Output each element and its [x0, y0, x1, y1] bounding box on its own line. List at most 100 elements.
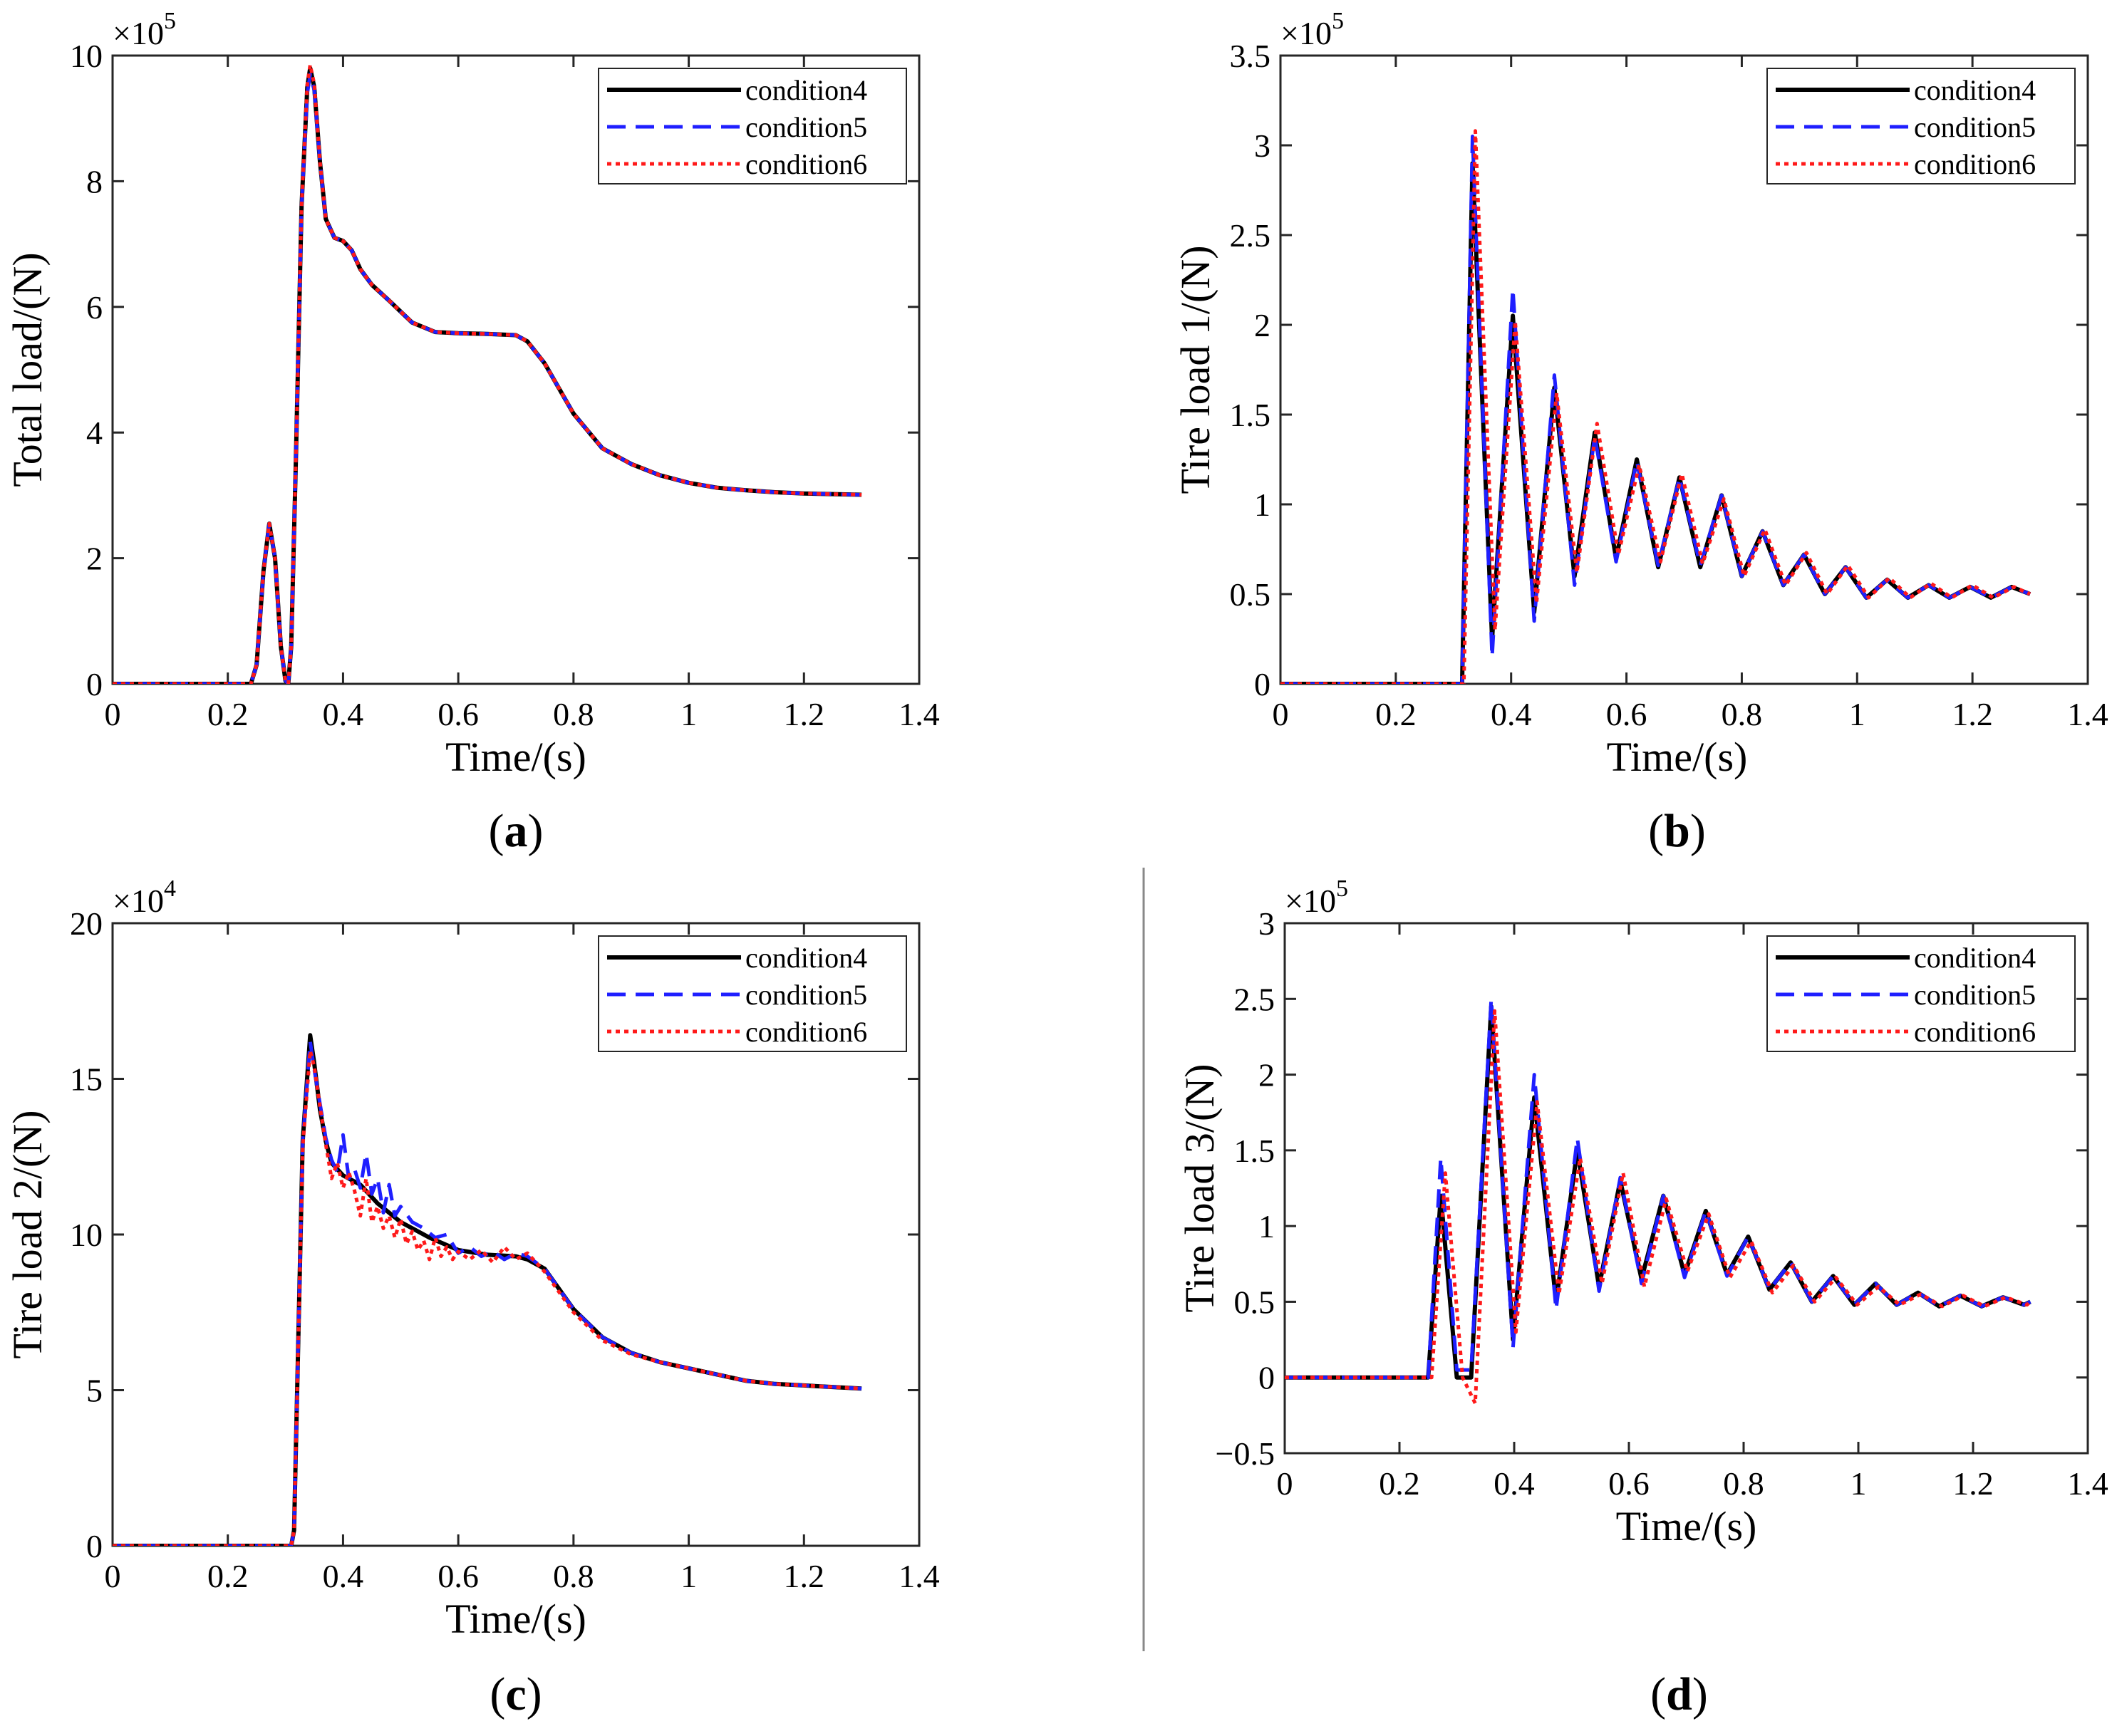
x-tick-label: 1.2 — [784, 1558, 825, 1594]
x-axis-label: Time/(s) — [445, 1596, 586, 1642]
legend-label: condition6 — [745, 148, 867, 180]
axis-multiplier: ×105 — [1285, 875, 1348, 919]
legend: condition4 condition5 condition6 — [598, 68, 907, 184]
y-tick-label: 0 — [86, 1528, 103, 1564]
chart-panel-d: 0 0.2 0.4 0.6 0.8 1 1.2 1.4−0.500.511.522.53×10… — [1176, 875, 2108, 1720]
panel-caption: (a) — [489, 805, 544, 857]
y-tick-label: 1.5 — [1234, 1133, 1275, 1169]
x-tick-label: 1 — [680, 696, 697, 732]
series-line-condition5 — [113, 1039, 862, 1546]
y-tick-label: −0.5 — [1216, 1435, 1275, 1472]
legend-label: condition5 — [1914, 979, 2036, 1011]
x-tick-label: 1 — [1849, 696, 1865, 732]
x-tick-label: 1.4 — [899, 1558, 940, 1594]
axis-multiplier: ×105 — [113, 8, 176, 51]
x-tick-label: 0 — [105, 1558, 121, 1594]
panel-caption-letter: d — [1666, 1668, 1692, 1720]
chart-panel-b: 0 0.2 0.4 0.6 0.8 1 1.2 1.4 0 0.5 1 1.5 2 2.5 3 3.5×105… — [1172, 8, 2108, 857]
x-tick-label: 0.8 — [553, 696, 594, 732]
multiplier-exponent: 5 — [1336, 875, 1348, 902]
y-tick-label: 4 — [86, 415, 103, 451]
panel-caption: (d) — [1650, 1668, 1708, 1720]
x-tick-label: 0.4 — [1494, 1465, 1535, 1502]
multiplier-base: ×10 — [1280, 15, 1332, 51]
x-tick-label: 0.2 — [1379, 1465, 1420, 1502]
axes-box — [1279, 54, 2089, 685]
multiplier-exponent: 5 — [164, 8, 176, 34]
y-tick-label: 15 — [70, 1061, 103, 1098]
chart-panel-a: 0 0.2 0.4 0.6 0.8 1 1.2 1.4 0 2 4 6 8 10 ×105 Time/(s) T… — [4, 8, 940, 857]
y-tick-label: 1 — [1254, 487, 1270, 523]
y-axis-label: Tire load 3/(N) — [1176, 1064, 1223, 1312]
panel-caption-letter: c — [505, 1668, 526, 1720]
y-axis-label: Total load/(N) — [4, 252, 51, 487]
y-tick-label: 2 — [1254, 307, 1270, 343]
legend-label: condition5 — [745, 979, 867, 1011]
x-tick-label: 1.4 — [899, 696, 940, 732]
legend-label: condition4 — [745, 74, 867, 106]
panel-caption: (b) — [1648, 805, 1706, 857]
legend-label: condition6 — [1914, 1016, 2036, 1048]
multiplier-base: ×10 — [113, 883, 164, 919]
series-line-condition5 — [1280, 134, 2031, 684]
x-tick-label: 0.8 — [1722, 696, 1763, 732]
x-tick-label: 0 — [1277, 1465, 1293, 1502]
y-tick-label: 3 — [1258, 905, 1275, 942]
x-axis-label: Time/(s) — [445, 734, 586, 780]
multiplier-base: ×10 — [1285, 883, 1336, 919]
y-tick-label: 0 — [1254, 666, 1270, 702]
y-tick-label: 0.5 — [1230, 576, 1271, 613]
axis-multiplier: ×104 — [113, 875, 176, 919]
y-tick-label: 20 — [70, 905, 103, 942]
y-tick-label: 1 — [1258, 1208, 1275, 1244]
series-line-condition5 — [1285, 997, 2031, 1380]
axis-multiplier: ×105 — [1280, 8, 1344, 51]
series-line-condition6 — [113, 1049, 862, 1546]
x-tick-label: 0 — [1273, 696, 1289, 732]
x-tick-label: 1 — [1851, 1465, 1867, 1502]
legend-label: condition5 — [745, 111, 867, 143]
x-tick-label: 1.4 — [2067, 1465, 2108, 1502]
x-tick-label: 0.4 — [1491, 696, 1532, 732]
y-axis-label: Tire load 1/(N) — [1172, 245, 1218, 494]
x-tick-label: 1 — [680, 1558, 697, 1594]
y-tick-label: 2.5 — [1234, 981, 1275, 1017]
x-tick-label: 1.2 — [1952, 696, 1993, 732]
series-line-condition6 — [113, 63, 862, 684]
series-line-condition4 — [1280, 161, 2031, 684]
x-axis-label: Time/(s) — [1607, 734, 1748, 780]
x-tick-label: 0.8 — [1723, 1465, 1764, 1502]
y-tick-label: 8 — [86, 163, 103, 199]
y-tick-label: 3.5 — [1230, 38, 1271, 74]
y-tick-label: 5 — [86, 1373, 103, 1409]
y-axis-label: Tire load 2/(N) — [4, 1110, 51, 1358]
chart-panel-c: 0 0.2 0.4 0.6 0.8 1 1.2 1.4 0 5 10 15 20 ×104 Time/(s)… — [4, 875, 940, 1720]
series-line-condition6 — [1280, 129, 2031, 684]
x-tick-label: 0.2 — [207, 696, 249, 732]
x-tick-label: 1.2 — [784, 696, 825, 732]
x-tick-label: 0.6 — [438, 1558, 479, 1594]
multiplier-base: ×10 — [113, 15, 164, 51]
x-tick-label: 0.8 — [553, 1558, 594, 1594]
x-axis-label: Time/(s) — [1616, 1503, 1757, 1549]
legend-label: condition4 — [1914, 74, 2036, 106]
legend: condition4 condition5 condition6 — [598, 935, 907, 1052]
multiplier-exponent: 4 — [164, 875, 176, 902]
y-tick-label: 2 — [86, 541, 103, 577]
series-line-condition4 — [1285, 1004, 2031, 1380]
y-tick-label: 10 — [70, 38, 103, 74]
legend: condition4 condition5 condition6 — [1766, 68, 2076, 184]
legend-label: condition4 — [745, 942, 867, 974]
y-tick-label: 0 — [1258, 1360, 1275, 1396]
legend: condition4 condition5 condition6 — [1766, 935, 2076, 1052]
y-tick-label: 1.5 — [1230, 397, 1271, 433]
y-tick-label: 0 — [86, 666, 103, 702]
x-tick-label: 0.4 — [323, 1558, 364, 1594]
x-tick-label: 1.2 — [1952, 1465, 1994, 1502]
y-tick-label: 0.5 — [1234, 1284, 1275, 1320]
panel-caption-letter: a — [504, 805, 528, 857]
legend-label: condition4 — [1914, 942, 2036, 974]
multiplier-exponent: 5 — [1332, 8, 1344, 34]
panel-caption-letter: b — [1664, 805, 1690, 857]
